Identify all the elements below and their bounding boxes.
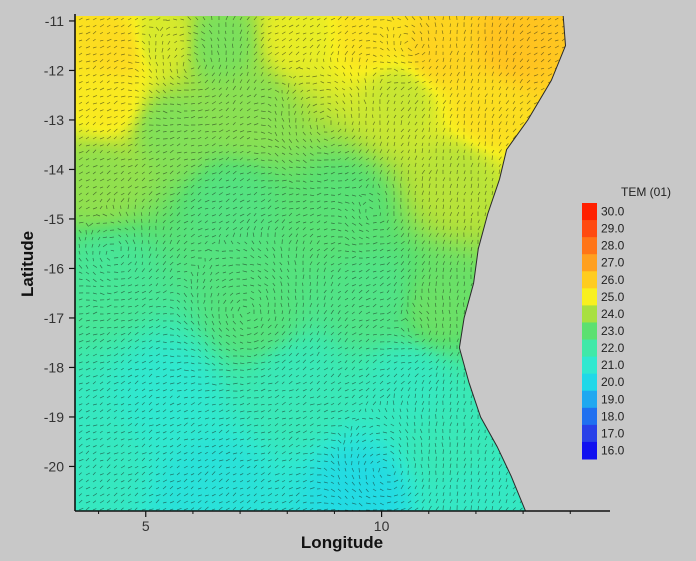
temperature-legend: TEM (01) 30.0 29.0 28.0 27.0 26.0 25.0 24.0 23.… (582, 185, 671, 460)
x-tick-label: 5 (142, 518, 150, 534)
velocity-vectors (78, 16, 566, 511)
legend-swatch (582, 373, 597, 392)
legend-label: 22.0 (601, 341, 625, 355)
legend-swatch (582, 288, 597, 306)
y-tick-label: -18 (44, 359, 64, 375)
legend-label: 17.0 (601, 426, 625, 440)
x-tick-label: 10 (374, 518, 390, 534)
legend-swatch (582, 322, 597, 341)
legend-swatch (582, 203, 597, 221)
vector-arrows (78, 16, 566, 511)
y-tick-label: -11 (45, 13, 64, 29)
legend-label: 27.0 (601, 256, 625, 270)
legend-swatch (582, 407, 597, 426)
axes (74, 14, 610, 512)
legend-label: 23.0 (601, 324, 625, 338)
y-tick-label: -13 (44, 112, 64, 128)
legend-swatch (582, 220, 597, 238)
legend-label: 30.0 (601, 205, 625, 219)
x-axis-title: Longitude (301, 533, 383, 552)
coastline (458, 16, 567, 511)
plot-area (75, 16, 608, 511)
legend-label: 29.0 (601, 222, 625, 236)
legend-label: 16.0 (601, 443, 625, 457)
legend-label: 28.0 (601, 239, 625, 253)
x-ticks: 5 10 (98, 511, 571, 534)
legend-label: 20.0 (601, 375, 625, 389)
y-tick-label: -17 (44, 310, 64, 326)
legend-swatch (582, 424, 597, 443)
legend-swatch (582, 441, 597, 460)
y-tick-label: -20 (44, 458, 64, 474)
y-axis-title: Latitude (18, 231, 37, 297)
y-tick-label: -19 (44, 409, 64, 425)
legend-swatch (582, 254, 597, 272)
legend-labels: 30.0 29.0 28.0 27.0 26.0 25.0 24.0 23.0 22.0 21.0… (601, 205, 625, 458)
legend-label: 19.0 (601, 392, 625, 406)
y-tick-label: -12 (44, 62, 64, 78)
y-tick-label: -15 (44, 211, 64, 227)
legend-swatch (582, 237, 597, 255)
legend-label: 24.0 (601, 307, 625, 321)
legend-label: 18.0 (601, 409, 625, 423)
legend-swatch (582, 271, 597, 289)
legend-swatch (582, 339, 597, 358)
legend-label: 21.0 (601, 358, 625, 372)
legend-swatch (582, 305, 597, 323)
legend-swatches (582, 203, 597, 460)
y-tick-label: -14 (44, 161, 64, 177)
legend-label: 26.0 (601, 273, 625, 287)
legend-swatch (582, 390, 597, 409)
legend-swatch (582, 356, 597, 375)
legend-title: TEM (01) (621, 185, 671, 199)
y-tick-label: -16 (44, 260, 64, 276)
y-ticks: -11 -12 -13 -14 -15 -16 -17 -18 -19 -20 (44, 13, 75, 474)
legend-label: 25.0 (601, 290, 625, 304)
